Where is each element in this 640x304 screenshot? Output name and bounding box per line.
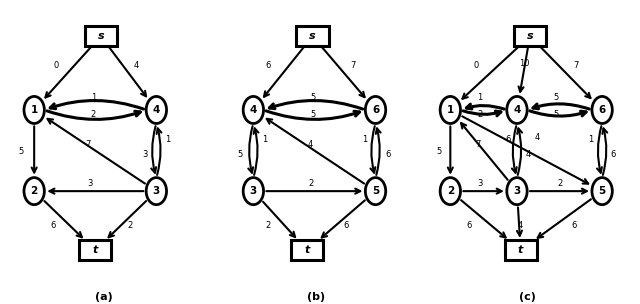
Text: 6: 6 [598,105,605,115]
Text: 7: 7 [573,61,579,70]
Text: 2: 2 [266,221,271,230]
Circle shape [592,96,612,123]
Circle shape [365,96,386,123]
Text: 1: 1 [588,135,594,144]
Text: 1: 1 [477,93,483,102]
Text: 6: 6 [505,135,511,144]
Text: s: s [97,31,104,41]
Text: t: t [305,245,310,255]
Circle shape [24,96,44,123]
Text: 6: 6 [572,221,577,230]
Circle shape [507,96,527,123]
Text: 4: 4 [308,140,314,149]
Text: 5: 5 [553,110,559,119]
Text: t: t [93,245,98,255]
Text: 5: 5 [436,147,442,156]
Text: t: t [518,245,524,255]
Text: 2: 2 [477,110,483,119]
Text: 5: 5 [310,110,316,119]
Text: 10: 10 [519,59,530,68]
Text: 2: 2 [308,179,314,188]
Text: (a): (a) [95,292,113,302]
Text: 3: 3 [143,150,148,159]
FancyBboxPatch shape [84,26,117,46]
Text: 5: 5 [238,150,243,159]
Text: 2: 2 [557,179,562,188]
Text: 4: 4 [534,133,540,142]
Text: 1: 1 [91,93,96,102]
Text: 4: 4 [513,105,521,115]
Text: 5: 5 [598,186,605,196]
Text: 3: 3 [153,186,160,196]
Text: 4: 4 [250,105,257,115]
Circle shape [507,178,527,205]
Circle shape [365,178,386,205]
Text: (c): (c) [519,292,536,302]
Text: 5: 5 [553,93,559,102]
Text: 4: 4 [153,105,160,115]
Text: 2: 2 [447,186,454,196]
Text: 0: 0 [54,61,59,70]
Text: 7: 7 [351,61,356,70]
Text: 6: 6 [611,150,616,159]
Text: 0: 0 [474,61,479,70]
Text: (b): (b) [307,292,325,302]
Text: 3: 3 [87,179,92,188]
Text: 6: 6 [50,221,56,230]
Text: 3: 3 [513,186,520,196]
Text: 1: 1 [447,105,454,115]
FancyBboxPatch shape [514,26,546,46]
Text: 5: 5 [372,186,379,196]
FancyBboxPatch shape [296,26,329,46]
Circle shape [146,178,166,205]
Text: 4: 4 [525,150,531,159]
Text: s: s [309,31,316,41]
FancyBboxPatch shape [291,240,323,260]
Text: 4: 4 [518,221,524,230]
Text: 6: 6 [386,150,391,159]
Text: s: s [527,31,533,41]
Text: 1: 1 [31,105,38,115]
Circle shape [243,178,264,205]
Text: 2: 2 [91,110,96,119]
Text: 1: 1 [165,135,170,144]
Text: 7: 7 [476,140,481,149]
Text: 3: 3 [477,179,483,188]
Text: 1: 1 [262,135,267,144]
Text: 4: 4 [133,61,139,70]
Text: 6: 6 [466,221,472,230]
Circle shape [592,178,612,205]
Text: 6: 6 [343,221,349,230]
FancyBboxPatch shape [79,240,111,260]
Circle shape [24,178,44,205]
Text: 6: 6 [266,61,271,70]
Text: 5: 5 [19,147,24,156]
Text: 5: 5 [310,93,316,102]
Circle shape [243,96,264,123]
Circle shape [440,96,461,123]
FancyBboxPatch shape [504,240,537,260]
Text: 6: 6 [372,105,379,115]
Circle shape [146,96,166,123]
Circle shape [440,178,461,205]
Text: 2: 2 [31,186,38,196]
Text: 2: 2 [128,221,133,230]
Text: 1: 1 [362,135,367,144]
Text: 7: 7 [85,140,90,149]
Text: 3: 3 [250,186,257,196]
